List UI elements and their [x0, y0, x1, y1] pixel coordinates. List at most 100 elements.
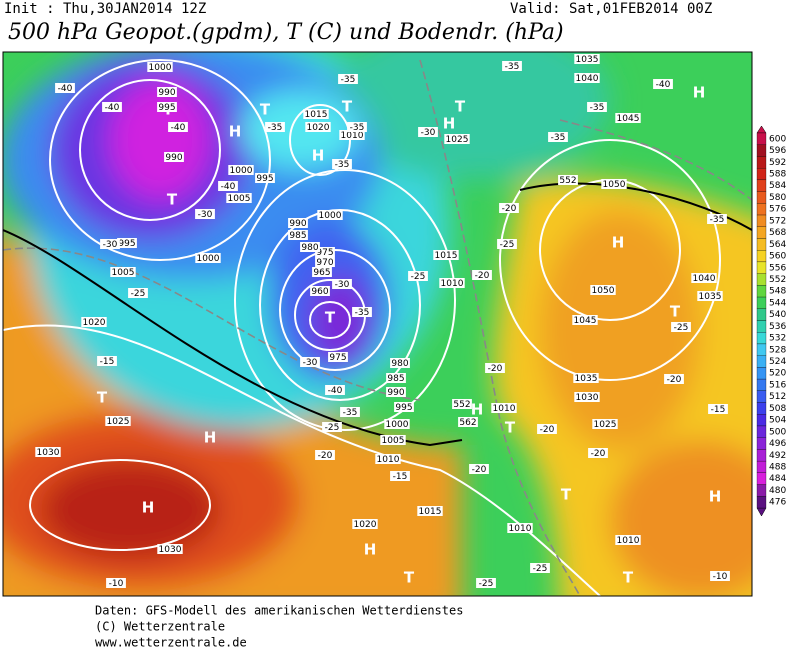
isobar-label: 1040	[576, 74, 599, 84]
label-box	[548, 132, 568, 142]
temperature-label: -30	[198, 210, 213, 220]
label-box	[332, 279, 352, 289]
colorbar-label: 540	[769, 310, 786, 320]
label-box	[386, 373, 406, 383]
label-box	[164, 152, 184, 162]
isobar-label: 1050	[603, 180, 626, 190]
isobar-label: 1020	[307, 123, 330, 133]
label-box	[384, 419, 410, 429]
temperature-label: -40	[656, 80, 671, 90]
label-box	[195, 209, 215, 219]
map-field: HHHHHHHHHHTTTTTTTTTTTT103010301025102010…	[3, 52, 752, 596]
isobar-label: 1040	[693, 274, 716, 284]
label-box	[558, 175, 578, 185]
colorbar-swatch	[756, 367, 767, 380]
temperature-label: -20	[488, 364, 503, 374]
label-box	[433, 250, 459, 260]
init-time: Init : Thu,30JAN2014 12Z	[4, 1, 206, 17]
temperature-label: -40	[58, 84, 73, 94]
temperature-label: -35	[355, 308, 370, 318]
isobar-label: 1000	[149, 63, 172, 73]
temperature-label: -25	[500, 240, 515, 250]
colorbar-label: 596	[769, 146, 786, 156]
label-box	[476, 578, 496, 588]
pressure-center: H	[471, 401, 484, 419]
temperature-label: -25	[325, 423, 340, 433]
pressure-center: T	[404, 569, 415, 587]
temperature-label: -35	[335, 160, 350, 170]
colorbar-label: 508	[769, 404, 786, 414]
label-box	[444, 134, 470, 144]
isobar-label: 970	[316, 258, 333, 268]
colorbar-swatch	[756, 179, 767, 192]
label-box	[574, 73, 600, 83]
label-box	[328, 352, 348, 362]
temperature-label: -15	[711, 405, 726, 415]
label-box	[288, 218, 308, 228]
map-frame	[2, 51, 753, 597]
isobar-label: 975	[316, 248, 333, 258]
label-box	[574, 392, 600, 402]
colorbar-swatch	[756, 355, 767, 368]
colorbar-swatch	[756, 226, 767, 239]
isobar-label: 1015	[419, 507, 442, 517]
isobar-label: 552	[453, 400, 470, 410]
temperature-label: -20	[475, 271, 490, 281]
isobar-label: 1005	[228, 194, 251, 204]
isobar-label: 960	[311, 287, 328, 297]
colorbar-swatch	[756, 414, 767, 427]
colorbar-swatch	[756, 168, 767, 181]
label-box	[452, 399, 472, 409]
colorbar-label: 548	[769, 287, 786, 297]
isobar-label: 990	[289, 219, 306, 229]
label-box	[352, 307, 372, 317]
label-box	[707, 214, 727, 224]
isobar-label: 1010	[377, 455, 400, 465]
temperature-label: -20	[591, 449, 606, 459]
temperature-label: -35	[268, 123, 283, 133]
temperature-label: -40	[221, 182, 236, 192]
temperature-label: -15	[100, 357, 115, 367]
isobar-label: 1000	[319, 211, 342, 221]
temperature-label: -30	[421, 128, 436, 138]
isobar-label: 1000	[197, 254, 220, 264]
label-box	[375, 454, 401, 464]
label-box	[653, 79, 673, 89]
isobar-label: 980	[391, 359, 408, 369]
temperature-label: -25	[131, 289, 146, 299]
label-box	[147, 62, 173, 72]
colorbar-swatch	[756, 273, 767, 286]
footer-line: (C) Wetterzentrale	[95, 620, 225, 634]
label-box	[300, 242, 320, 252]
colorbar-label: 600	[769, 134, 786, 144]
colorbar-swatch	[756, 156, 767, 169]
isobar-label: 985	[289, 231, 306, 241]
colorbar-label: 532	[769, 334, 786, 344]
colorbar-swatch	[756, 496, 767, 509]
colorbar-swatch	[756, 132, 767, 145]
isobar-label: 1035	[575, 374, 598, 384]
colorbar-label: 500	[769, 427, 786, 437]
label-box	[390, 471, 410, 481]
label-box	[573, 373, 599, 383]
temperature-label: -25	[411, 272, 426, 282]
label-box	[587, 102, 607, 112]
colorbar-swatch	[756, 296, 767, 309]
isobar-label: 1010	[341, 131, 364, 141]
colorbar-label: 552	[769, 275, 786, 285]
label-box	[303, 109, 329, 119]
label-box	[317, 210, 343, 220]
label-box	[157, 544, 183, 554]
temperature-lines	[3, 59, 752, 596]
isobar-label: 1025	[446, 135, 469, 145]
label-box	[81, 317, 107, 327]
isobar-label: 552	[559, 176, 576, 186]
pressure-center: T	[561, 486, 572, 504]
label-box	[315, 450, 335, 460]
colorbar-swatch	[756, 332, 767, 345]
temperature-label: -20	[502, 204, 517, 214]
isobar-label: 985	[387, 374, 404, 384]
pressure-center: H	[229, 123, 242, 141]
colorbar-swatch	[756, 425, 767, 438]
isobar-label: 975	[329, 353, 346, 363]
